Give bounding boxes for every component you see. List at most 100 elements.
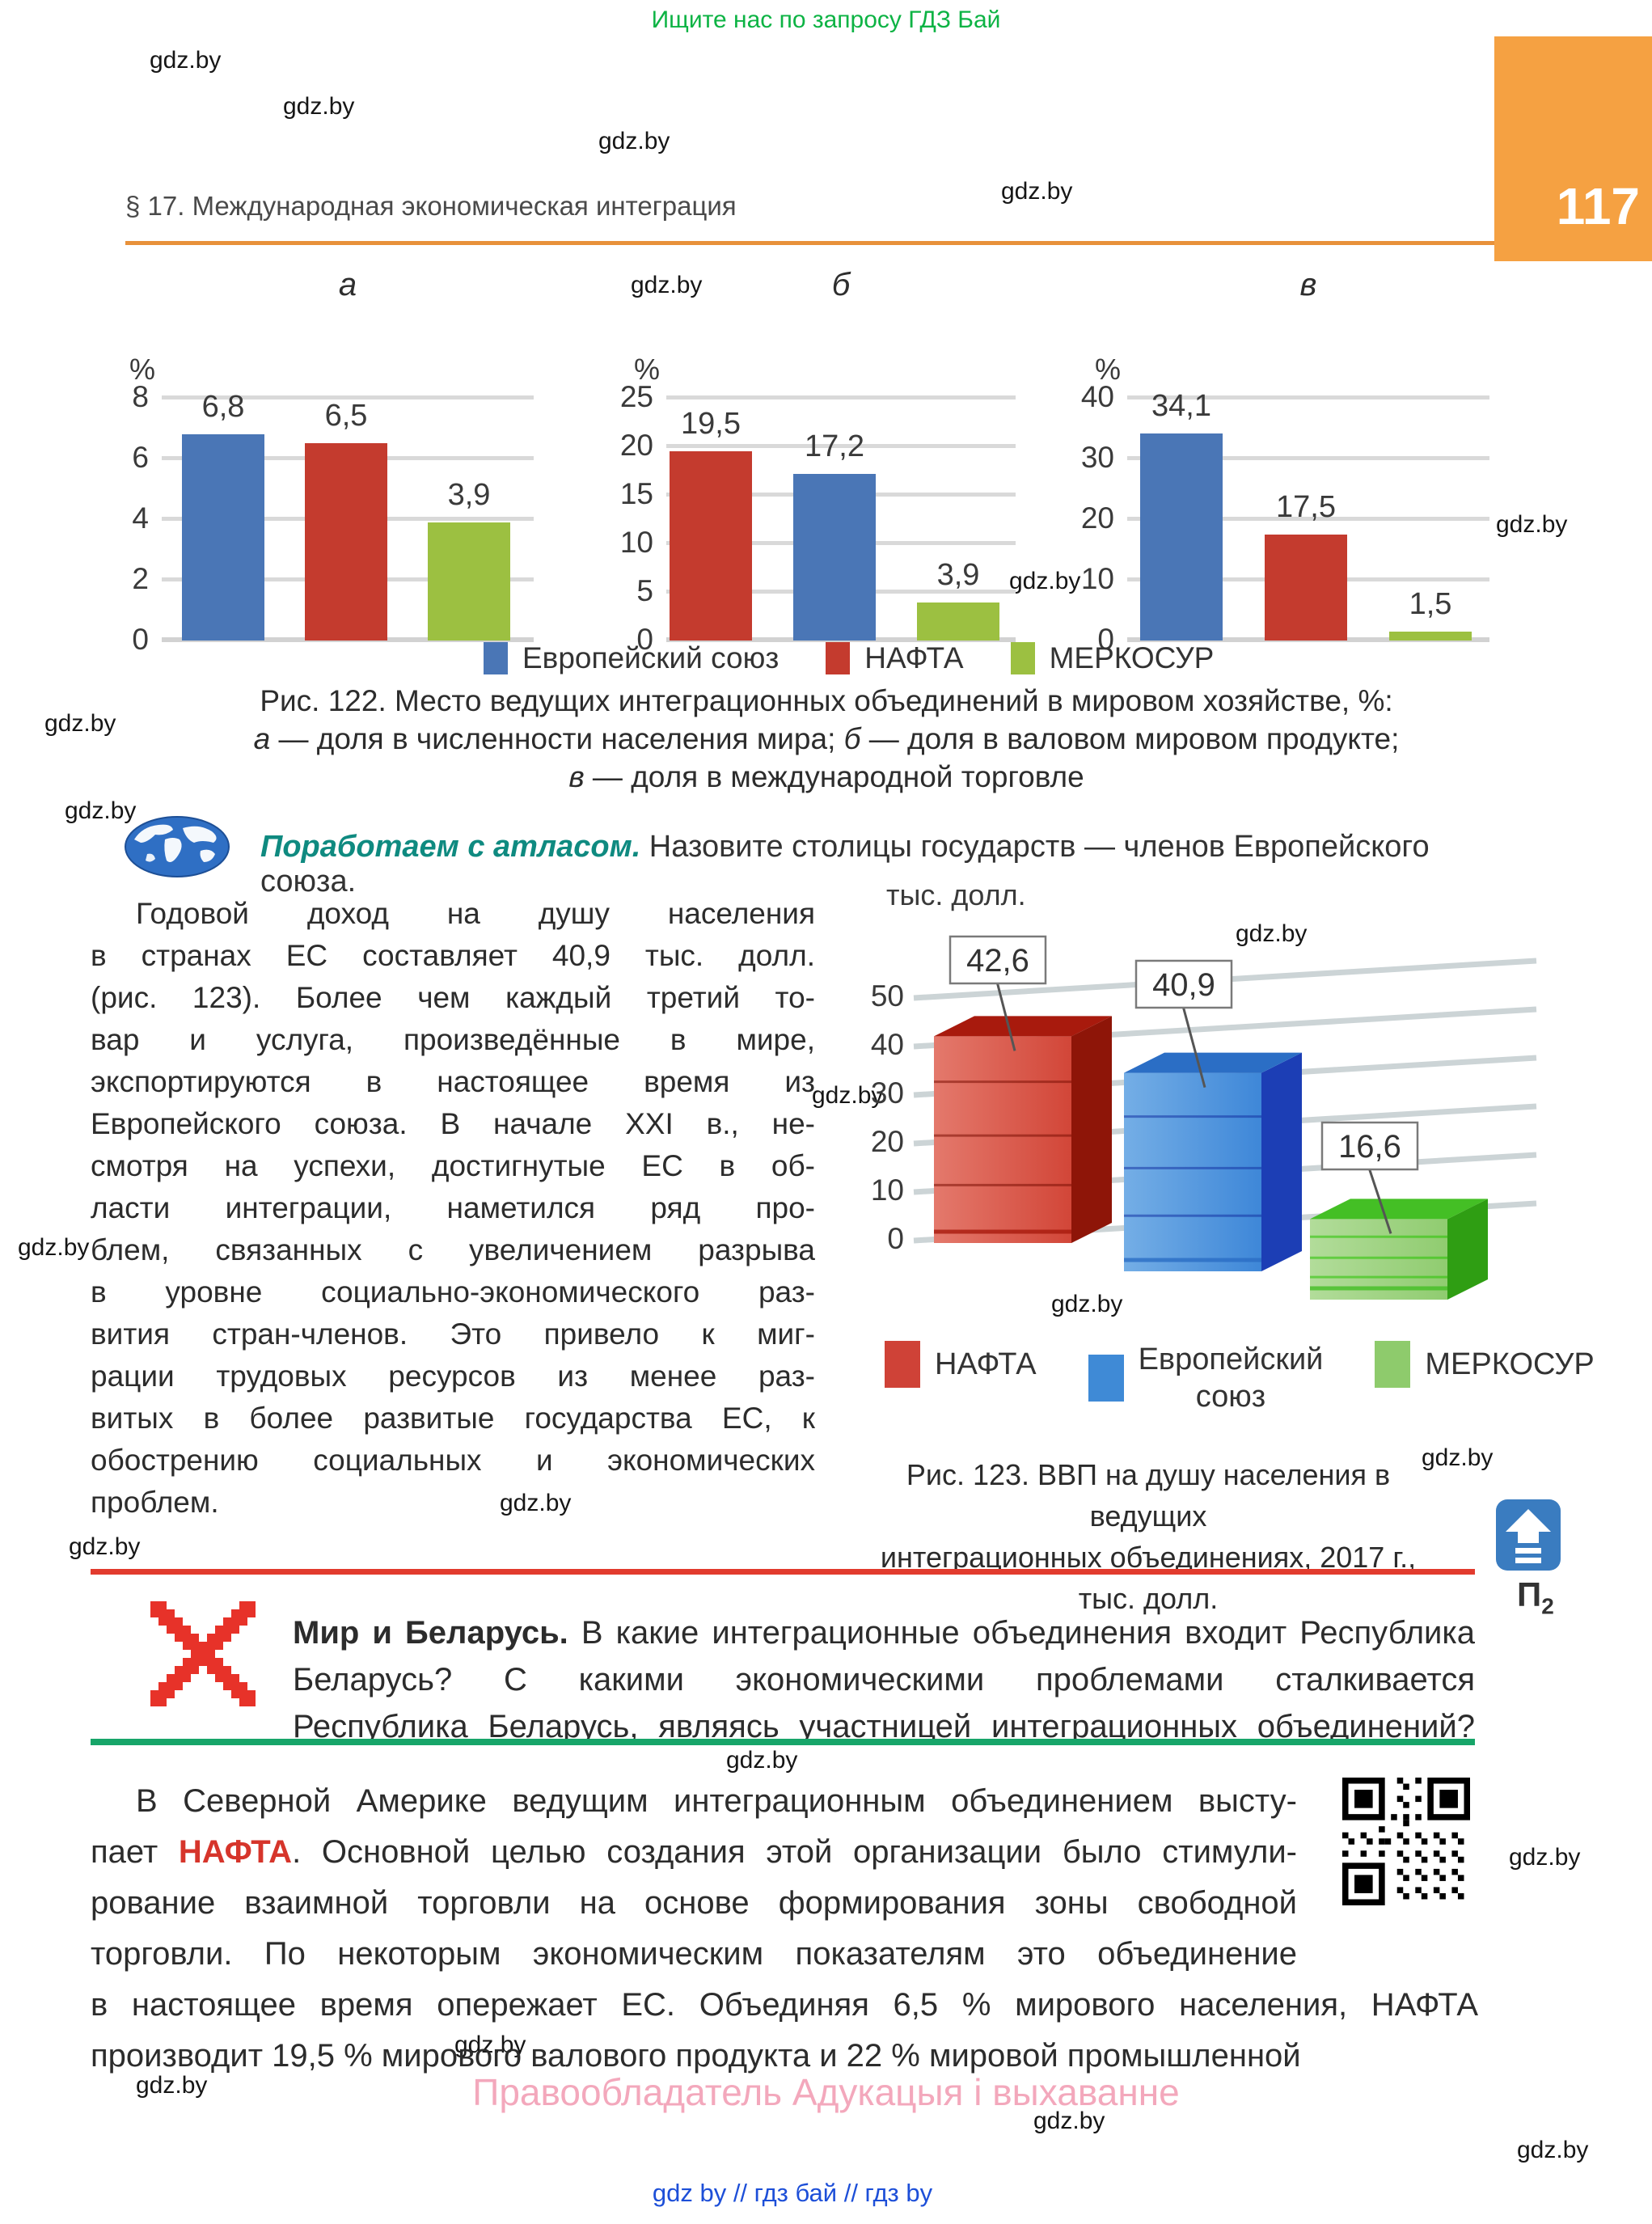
section-title: § 17. Международная экономическая интегр… <box>125 191 737 221</box>
bar3d-side <box>1447 1199 1488 1300</box>
qr-module <box>1379 1850 1385 1857</box>
ornament-pixel <box>167 1682 175 1690</box>
ornament-pixel <box>247 1601 256 1609</box>
text-segment: торговли. По некоторым экономическим пок… <box>91 1936 1297 1972</box>
legend-label: МЕРКОСУР <box>1425 1347 1595 1381</box>
text-line: блем, связанных с увеличением разрыва <box>91 1229 815 1271</box>
callout-value: 16,6 <box>1338 1129 1401 1165</box>
qr-module <box>1415 1850 1422 1857</box>
caption-line: Рис. 122. Место ведущих интеграционных о… <box>99 682 1554 720</box>
callout-value: 42,6 <box>966 943 1029 979</box>
ornament-pixel <box>207 1658 215 1666</box>
gdz-watermark: gdz.by <box>812 1082 884 1109</box>
text-line: (рис. 123). Более чем каждый третий то- <box>91 977 815 1019</box>
y-tick-label: 2 <box>132 562 149 595</box>
gdz-watermark: gdz.by <box>1033 2108 1105 2134</box>
gdz-watermark: gdz.by <box>65 797 137 824</box>
text-segment: вар и услуга, произведённые в мире, <box>91 1023 815 1056</box>
y-tick-label: 50 <box>871 979 904 1013</box>
bar-value-label: 3,9 <box>936 558 980 593</box>
red-section-rule <box>91 1569 1475 1575</box>
text-line: вар и услуга, произведённые в мире, <box>91 1019 815 1061</box>
text-line: Европейского союза. В начале XXI в., не- <box>91 1103 815 1145</box>
gridline <box>162 395 534 400</box>
gdz-watermark: gdz.by <box>726 1747 798 1774</box>
text-segment: блем, связанных с увеличением разрыва <box>91 1233 815 1266</box>
legend-swatch <box>1088 1355 1124 1402</box>
qr-module <box>1348 1838 1355 1845</box>
gdz-watermark: gdz.by <box>500 1490 572 1516</box>
copyright-text: Правообладатель Адукацыя і выхаванне <box>472 2071 1180 2113</box>
ornament-pixel <box>191 1650 199 1658</box>
text-line: экспортируются в настоящее время из <box>91 1061 815 1103</box>
callout-pointer <box>1367 1167 1392 1234</box>
bar-value-label: 6,5 <box>324 399 368 433</box>
ornament-pixel <box>223 1674 231 1682</box>
y-tick-label: 0 <box>636 623 653 656</box>
ornament-pixel <box>183 1634 191 1642</box>
legend-swatch <box>826 642 851 674</box>
atlas-task: Поработаем с атласом. Назовите столицы г… <box>260 830 1522 899</box>
plot-area: 34,1 17,5 1,5 <box>1127 389 1489 642</box>
qr-module <box>1439 1838 1446 1845</box>
y-tick-label: 0 <box>887 1222 904 1255</box>
qr-module <box>1360 1832 1367 1839</box>
bar3d-top <box>934 1016 1112 1037</box>
bar3d-front-МЕРКОСУР <box>1310 1219 1447 1300</box>
y-tick-label: 15 <box>619 477 653 510</box>
ornament-pixel <box>223 1666 231 1674</box>
bar-МЕРКОСУР <box>1389 631 1472 641</box>
gdz-watermark: gdz.by <box>69 1533 141 1560</box>
qr-module <box>1396 1868 1404 1875</box>
footer-links[interactable]: gdz by // гдз бай // гдз by <box>652 2179 933 2207</box>
ornament-pixel <box>215 1642 223 1650</box>
ornament-pixel <box>199 1642 207 1650</box>
ornament-pixel <box>183 1674 191 1682</box>
legend-item: НАФТА <box>826 641 964 675</box>
text-segment: смотря на успехи, достигнутые ЕС в об- <box>91 1149 815 1182</box>
y-tick-label: 20 <box>619 429 653 462</box>
ornament-pixel <box>158 1609 167 1617</box>
ornament-pixel <box>191 1634 199 1642</box>
bar3d-top <box>1310 1199 1488 1220</box>
page-number: 117 <box>1556 177 1640 235</box>
ornament-pixel <box>191 1642 199 1650</box>
appendix-up-arrow-icon[interactable] <box>1496 1499 1561 1571</box>
text-line: пает НАФТА. Основной целью создания этой… <box>91 1827 1297 1878</box>
caption-segment: интеграционных объединениях, 2017 г., <box>880 1541 1417 1574</box>
ornament-pixel <box>231 1682 239 1690</box>
bar-value-label: 34,1 <box>1151 389 1211 424</box>
qr-finder <box>1354 1875 1373 1893</box>
ornament-pixel <box>158 1601 167 1609</box>
gdz-watermark: gdz.by <box>1422 1444 1494 1471</box>
text-segment: в настоящее время опережает ЕС. Объединя… <box>91 1987 1478 2023</box>
ornament-pixel <box>223 1634 231 1642</box>
text-segment: в уровне социально-экономического раз- <box>91 1275 815 1309</box>
qr-module <box>1421 1838 1428 1845</box>
chart-body: % 19,5 17,2 3,9 25 20 15 10 5 0 <box>608 311 1016 656</box>
qr-module <box>1439 1856 1446 1863</box>
callout-pointer <box>1181 1005 1206 1088</box>
gdz-watermark: gdz.by <box>136 2072 208 2099</box>
green-section-rule <box>91 1739 1475 1745</box>
qr-module <box>1403 1783 1409 1791</box>
text-segment: производит 19,5 % мирового валового прод… <box>91 2038 1301 2074</box>
legend-label: НАФТА <box>864 641 964 674</box>
bar-value-label: 17,2 <box>805 429 864 463</box>
qr-finder <box>1354 1790 1373 1808</box>
qr-module <box>1433 1850 1440 1857</box>
callout-box <box>1134 959 1233 1009</box>
ornament-pixel <box>247 1698 256 1706</box>
gdz-watermark: gdz.by <box>283 93 355 120</box>
callout-value: 40,9 <box>1152 967 1215 1003</box>
text-segment: в странах ЕС составляет 40,9 тыс. долл. <box>91 939 815 972</box>
bar-Европейский союз <box>1140 433 1223 641</box>
chart-title: а <box>338 267 357 302</box>
ornament-pixel <box>223 1682 231 1690</box>
text-segment: Республика Беларусь, являясь участницей … <box>293 1709 1475 1744</box>
callout-pointer <box>995 981 1016 1051</box>
text-segment: Беларусь? С какими экономическими пробле… <box>293 1662 1475 1698</box>
caption-segment: б <box>843 722 861 755</box>
y-tick-label: 6 <box>132 441 149 474</box>
